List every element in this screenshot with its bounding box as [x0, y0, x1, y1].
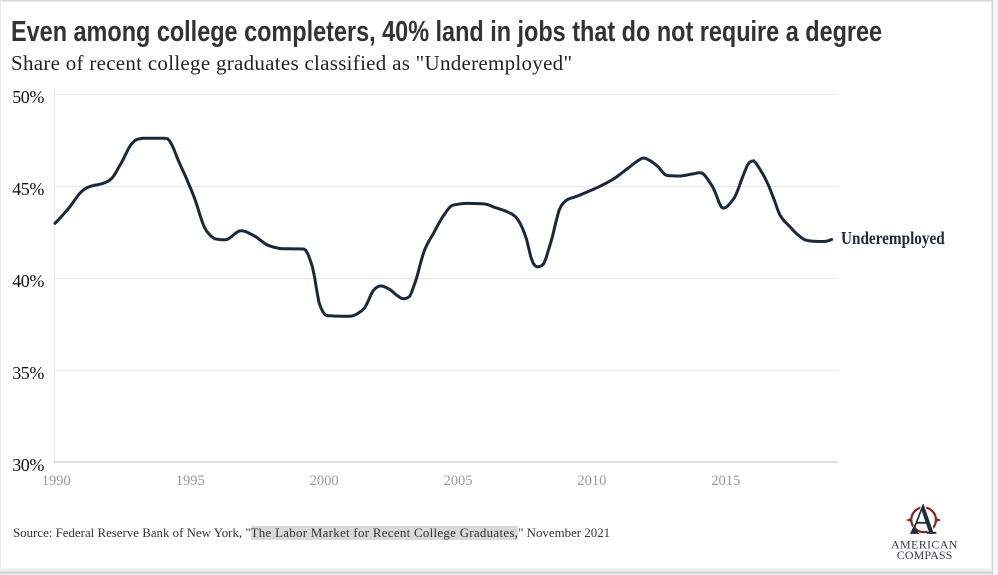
svg-text:AMERICAN: AMERICAN: [891, 537, 958, 551]
svg-text:COMPASS: COMPASS: [897, 548, 953, 562]
